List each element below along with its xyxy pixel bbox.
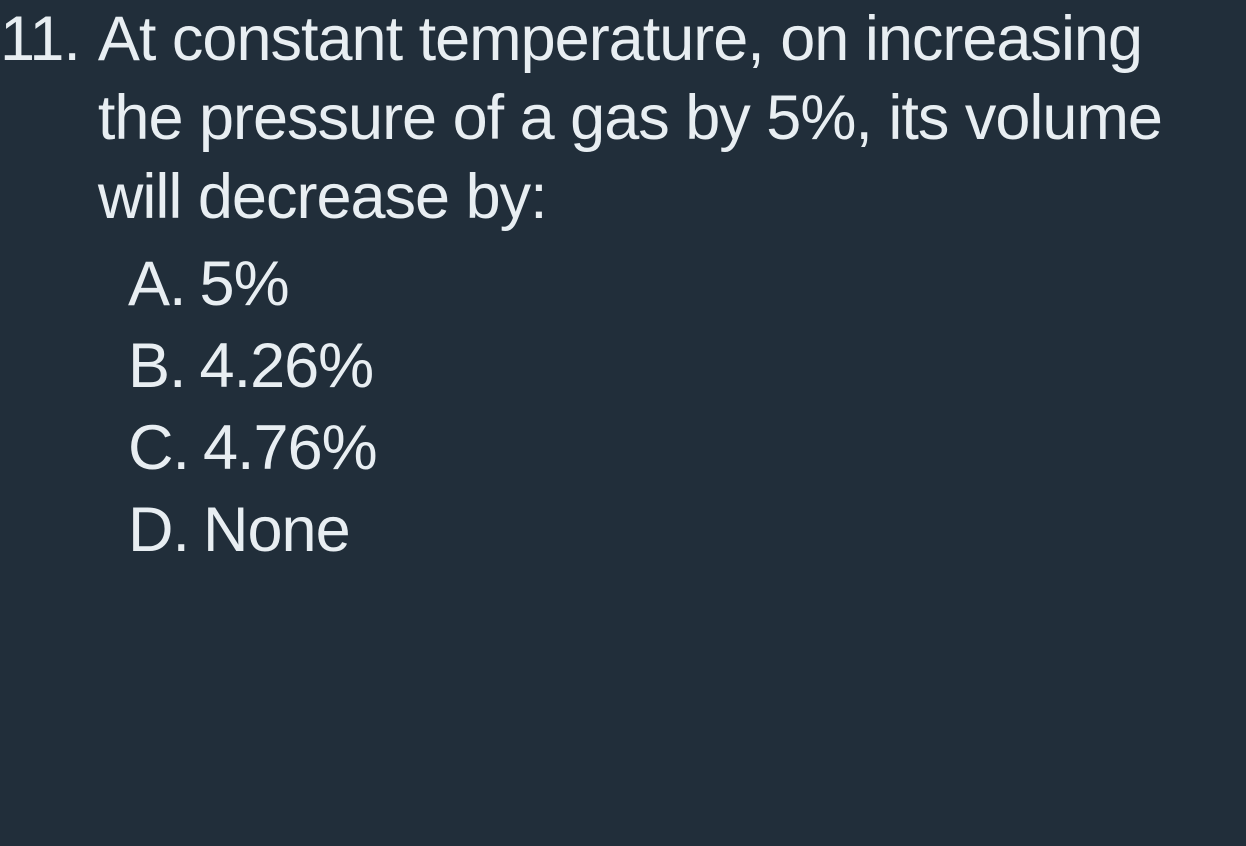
option-d[interactable]: D. None [128,490,1246,572]
option-letter: D. [128,490,203,572]
option-text: 4.26% [200,326,374,408]
option-text: 5% [200,244,289,326]
option-text: 4.76% [203,408,377,490]
option-letter: B. [128,326,200,408]
option-letter: A. [128,244,200,326]
option-b[interactable]: B. 4.26% [128,326,1246,408]
option-a[interactable]: A. 5% [128,244,1246,326]
question-text: At constant temperature, on increasing t… [98,0,1246,236]
option-c[interactable]: C. 4.76% [128,408,1246,490]
option-text: None [203,490,350,572]
question-container: 11. At constant temperature, on increasi… [0,0,1246,572]
options-list: A. 5% B. 4.26% C. 4.76% D. None [0,244,1246,572]
question-number: 11. [0,0,98,79]
question-row: 11. At constant temperature, on increasi… [0,0,1246,236]
option-letter: C. [128,408,203,490]
